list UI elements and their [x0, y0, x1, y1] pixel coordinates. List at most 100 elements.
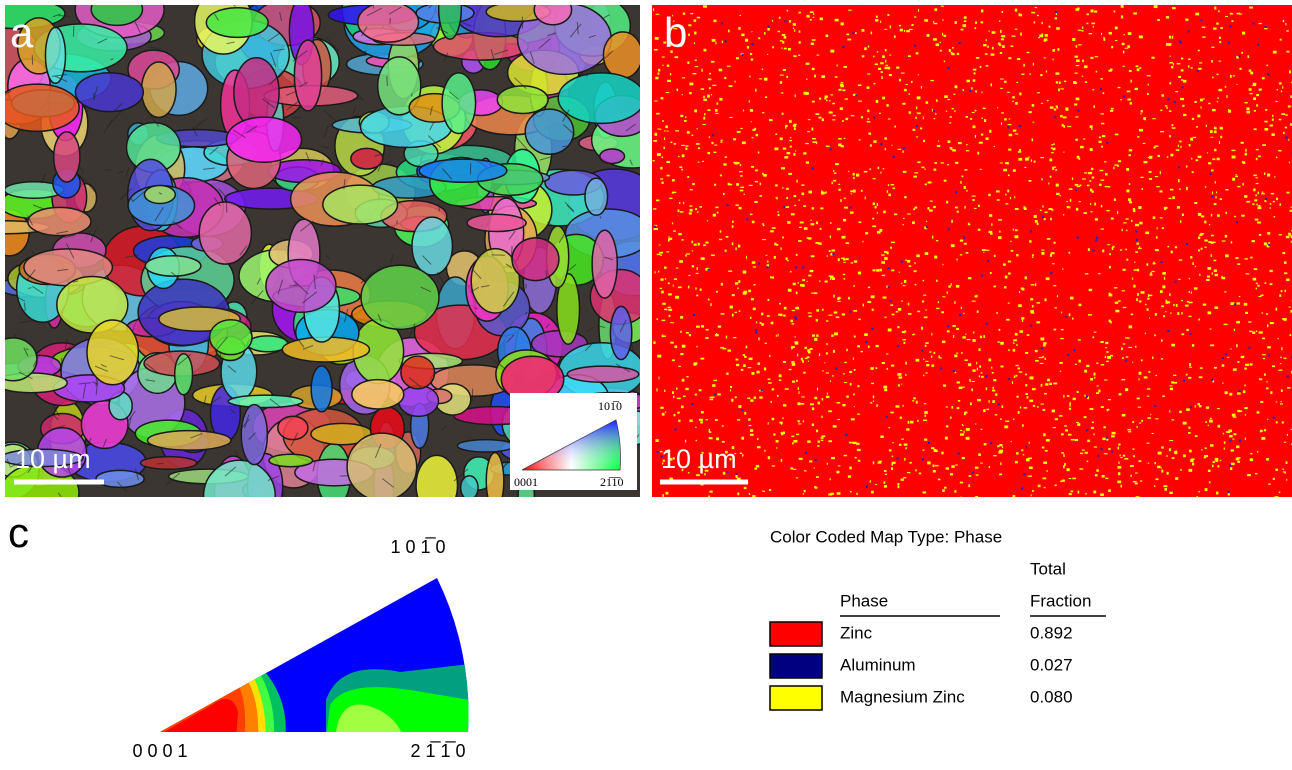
speckle	[864, 47, 867, 50]
speckle	[736, 364, 739, 366]
speckle	[748, 290, 751, 292]
speckle	[891, 412, 894, 414]
speckle	[678, 156, 680, 157]
speckle	[720, 230, 722, 232]
speckle	[884, 470, 886, 472]
speckle	[825, 281, 828, 283]
speckle	[740, 453, 742, 454]
speckle	[752, 129, 755, 131]
speckle	[855, 457, 857, 458]
speckle	[1169, 110, 1172, 112]
speckle	[1222, 240, 1226, 241]
speckle	[1151, 271, 1154, 272]
speckle	[916, 52, 919, 54]
speckle	[1005, 203, 1008, 204]
speckle	[741, 409, 743, 411]
speckle	[1015, 365, 1018, 366]
speckle	[1056, 81, 1058, 83]
speckle	[733, 138, 736, 140]
speckle	[811, 43, 814, 45]
speckle	[1156, 186, 1160, 187]
speckle	[1101, 113, 1105, 114]
speckle	[721, 22, 723, 24]
speckle	[1155, 418, 1158, 419]
phase-fraction: 0.080	[1030, 687, 1073, 706]
speckle	[1139, 246, 1140, 249]
speckle	[1161, 358, 1163, 359]
speckle	[1175, 281, 1177, 283]
speckle	[815, 113, 819, 115]
texture	[477, 0, 484, 6]
speckle	[953, 94, 955, 95]
speckle	[977, 152, 979, 155]
speckle	[955, 464, 958, 465]
speckle	[962, 425, 963, 426]
speckle	[925, 309, 926, 310]
speckle	[876, 100, 878, 103]
speckle	[885, 148, 886, 150]
speckle	[793, 125, 796, 127]
speckle	[1287, 434, 1288, 436]
speckle	[701, 257, 705, 260]
speckle	[1086, 429, 1088, 431]
speckle	[933, 470, 936, 472]
speckle	[687, 61, 689, 64]
speckle	[805, 143, 809, 144]
speckle	[718, 326, 721, 328]
speckle	[1181, 86, 1183, 88]
speckle	[1032, 104, 1034, 107]
speckle	[1092, 250, 1094, 252]
speckle	[1212, 191, 1213, 194]
speckle	[992, 31, 996, 34]
speckle	[799, 199, 801, 200]
speckle	[934, 450, 938, 453]
speckle	[972, 112, 975, 113]
speckle	[707, 152, 710, 154]
speckle	[1276, 308, 1278, 311]
speckle	[1032, 256, 1033, 258]
speckle	[1114, 198, 1116, 201]
speckle	[1015, 102, 1018, 105]
speckle	[1244, 407, 1247, 409]
speckle	[819, 281, 821, 282]
speckle	[1027, 396, 1029, 398]
speckle	[971, 388, 973, 391]
speckle	[750, 109, 753, 112]
speckle	[1132, 362, 1133, 363]
speckle	[675, 428, 677, 430]
speckle	[709, 87, 711, 89]
speckle	[1046, 439, 1050, 441]
speckle	[1270, 203, 1272, 205]
speckle	[1203, 304, 1206, 306]
speckle	[1073, 349, 1075, 351]
speckle	[919, 473, 921, 475]
speckle	[905, 447, 906, 449]
speckle	[858, 272, 861, 275]
speckle	[807, 440, 810, 442]
speckle	[666, 161, 669, 163]
speckle	[756, 321, 757, 323]
speckle	[905, 260, 907, 261]
speckle	[780, 40, 783, 41]
speckle	[923, 280, 925, 281]
speckle	[785, 20, 787, 22]
speckle	[1260, 401, 1263, 403]
speckle	[675, 130, 679, 131]
speckle	[1264, 242, 1267, 245]
speckle	[1049, 158, 1052, 161]
speckle	[804, 227, 808, 230]
speckle	[1041, 178, 1042, 180]
speckle	[803, 493, 804, 495]
speckle	[1069, 404, 1070, 406]
speckle	[936, 240, 938, 241]
ipf-label: 1 0 1̅ 0	[390, 537, 445, 557]
speckle	[1211, 254, 1212, 257]
speckle	[780, 137, 783, 140]
speckle	[881, 76, 882, 79]
speckle	[1018, 411, 1020, 414]
speckle	[855, 94, 857, 96]
speckle	[983, 252, 984, 253]
speckle	[986, 137, 989, 140]
speckle	[886, 104, 888, 107]
speckle	[1019, 330, 1023, 332]
